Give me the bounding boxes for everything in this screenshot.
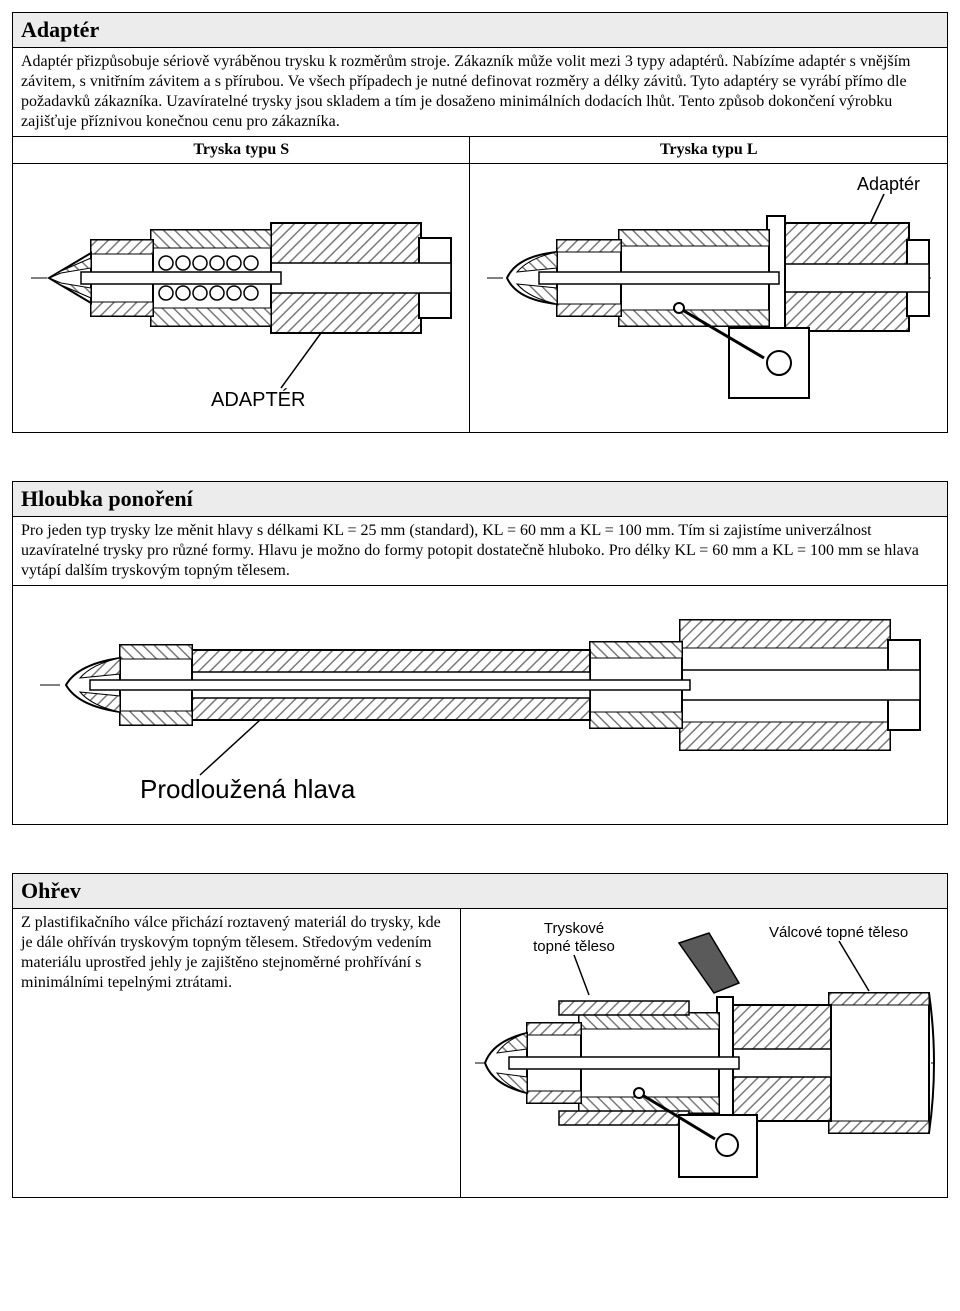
section-adapter: Adaptér Adaptér přizpůsobuje sériově vyr…	[12, 12, 948, 433]
adapter-s-label: ADAPTÉR	[211, 388, 305, 411]
adapter-l-label: Adaptér	[857, 174, 920, 194]
heating-label-right: Válcové topné těleso	[769, 924, 908, 941]
section-depth: Hloubka ponoření Pro jeden typ trysky lz…	[12, 481, 948, 825]
heating-label-left-l2: topné těleso	[533, 938, 615, 955]
heating-label-left-l1: Tryskové	[544, 920, 604, 937]
depth-diagram-cell: Prodloužená hlava	[13, 586, 948, 825]
adapter-diagram-s-cell: ADAPTÉR	[13, 164, 470, 433]
depth-title: Hloubka ponoření	[13, 482, 948, 517]
adapter-diagram-l: Adaptér	[479, 168, 939, 418]
heating-body: Z plastifikačního válce přichází roztave…	[13, 909, 461, 1198]
section-heating: Ohřev Z plastifikačního válce přichází r…	[12, 873, 948, 1198]
heating-title: Ohřev	[13, 874, 948, 909]
adapter-body: Adaptér přizpůsobuje sériově vyráběnou t…	[13, 48, 948, 137]
adapter-title: Adaptér	[13, 13, 948, 48]
heating-diagram: Tryskové topné těleso Válcové topné těle…	[469, 913, 939, 1193]
adapter-diagram-s: ADAPTÉR	[21, 168, 461, 418]
depth-diagram: Prodloužená hlava	[30, 590, 930, 810]
adapter-col-l-header: Tryska typu L	[470, 137, 948, 164]
depth-diagram-label: Prodloužená hlava	[140, 774, 356, 804]
adapter-diagram-l-cell: Adaptér	[470, 164, 948, 433]
heating-diagram-cell: Tryskové topné těleso Válcové topné těle…	[461, 909, 948, 1198]
depth-body: Pro jeden typ trysky lze měnit hlavy s d…	[13, 517, 948, 586]
adapter-col-s-header: Tryska typu S	[13, 137, 470, 164]
